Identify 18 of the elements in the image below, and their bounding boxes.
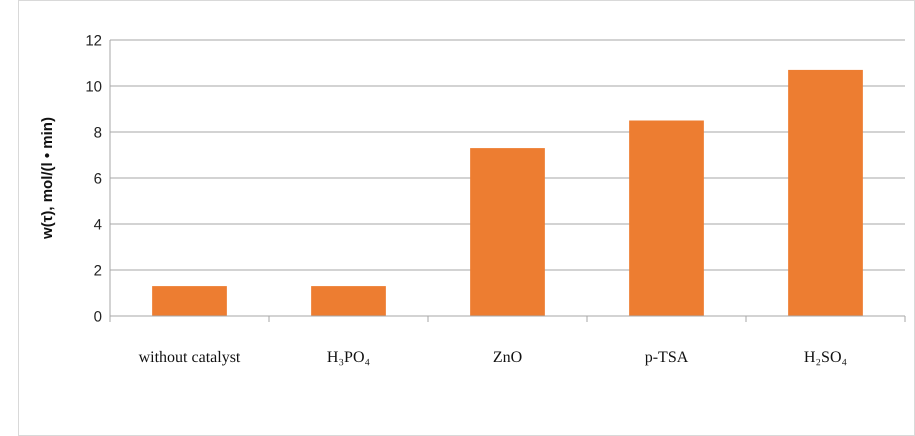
y-axis-title: w(τ), mol/(l • min) (39, 117, 56, 240)
y-tick-label: 10 (85, 78, 102, 96)
x-tick-label: p-TSA (644, 349, 689, 366)
x-tick-label: H₂SO₄ (804, 349, 848, 366)
y-tick-label: 0 (94, 308, 102, 326)
bar (470, 148, 545, 316)
y-tick-label: 6 (94, 170, 102, 188)
y-tick-label: 12 (85, 32, 102, 50)
y-tick-label: 4 (94, 216, 102, 234)
bar (788, 70, 863, 316)
y-tick-label: 8 (94, 124, 102, 142)
bar (311, 286, 386, 316)
y-tick-label: 2 (94, 262, 102, 280)
x-tick-label: H₃PO₄ (326, 349, 370, 366)
x-tick-label: ZnO (492, 349, 522, 366)
bar (629, 120, 704, 316)
bar (152, 286, 227, 316)
x-tick-label: without catalyst (138, 349, 241, 366)
